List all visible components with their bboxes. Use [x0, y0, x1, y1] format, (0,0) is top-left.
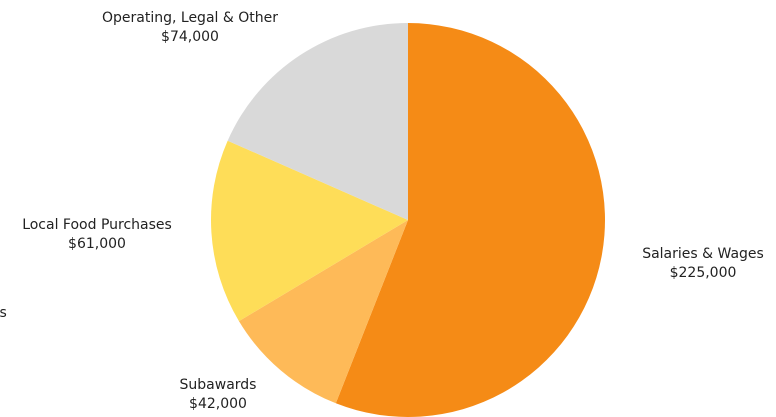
- slice-label-value: $74,000: [161, 29, 219, 45]
- pie-slice-salaries-wages: [335, 23, 605, 417]
- slice-label-value: $61,000: [68, 236, 126, 252]
- slice-label-name: Local Food Purchases: [22, 217, 172, 233]
- pie-slice-subawards: [238, 220, 408, 404]
- slice-labels: ts Salaries & Wages $225,000 Subawards $42,…: [0, 10, 764, 412]
- fragment-label: ts: [0, 305, 7, 321]
- slice-label-name: Subawards: [180, 377, 257, 393]
- slice-label-value: $225,000: [670, 265, 737, 281]
- slice-label-value: $42,000: [189, 396, 247, 412]
- pie-slice-operating-legal-other: [227, 23, 408, 220]
- slice-label-name: Operating, Legal & Other: [102, 10, 278, 26]
- slice-label-name: Salaries & Wages: [642, 246, 764, 262]
- pie-slice-local-food-purchases: [211, 140, 408, 322]
- pie-slices: [211, 23, 605, 417]
